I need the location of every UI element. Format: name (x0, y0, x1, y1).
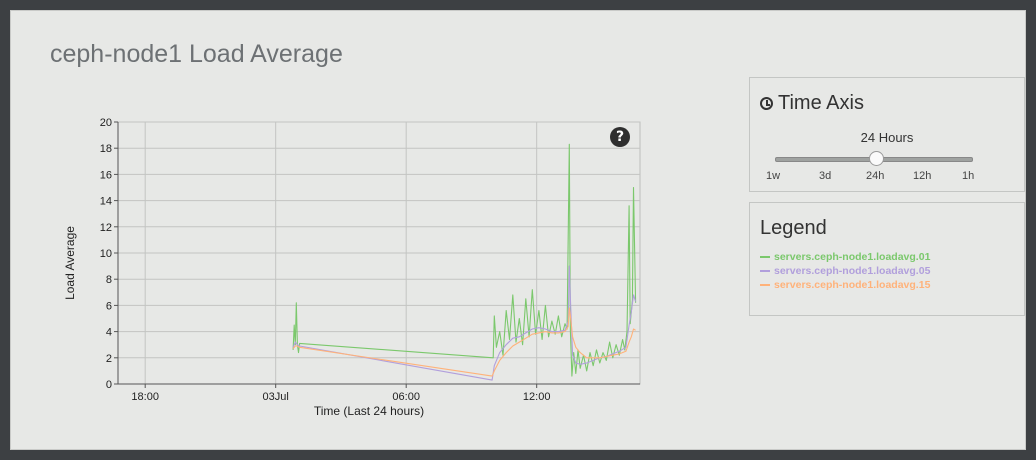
legend-label: servers.ceph-node1.loadavg.15 (774, 279, 931, 291)
y-tick-label: 20 (100, 117, 112, 129)
time-axis-title: Time Axis (760, 92, 864, 115)
legend-item[interactable]: servers.ceph-node1.loadavg.05 (760, 264, 930, 278)
legend-panel: Legend servers.ceph-node1.loadavg.01 serv… (749, 202, 1025, 316)
series-line (292, 143, 637, 377)
y-tick-label: 6 (106, 300, 112, 312)
load-average-chart: 0 2 4 6 8 10 12 14 16 18 20 18:00 03Jul 06:00 12:00 Tim… (63, 117, 641, 418)
x-tick-label: 03Jul (263, 391, 289, 403)
legend-label: servers.ceph-node1.loadavg.05 (774, 265, 931, 277)
time-range-slider-handle[interactable] (869, 151, 884, 166)
y-tick-label: 2 (106, 353, 112, 365)
legend-label: servers.ceph-node1.loadavg.01 (774, 251, 931, 263)
tick-12h[interactable]: 12h (913, 170, 932, 182)
page-title: ceph-node1 Load Average (50, 40, 343, 68)
y-tick-label: 0 (106, 379, 112, 391)
y-tick-label: 14 (100, 196, 112, 208)
legend-title: Legend (760, 217, 827, 239)
legend-list: servers.ceph-node1.loadavg.01 servers.cep… (760, 250, 930, 292)
legend-swatch (760, 256, 770, 258)
question-circle-icon[interactable]: ? (610, 127, 630, 147)
x-axis-label: Time (Last 24 hours) (314, 404, 424, 418)
tick-1h[interactable]: 1h (962, 170, 975, 182)
y-tick-label: 10 (100, 248, 112, 260)
tick-24h[interactable]: 24h (866, 170, 885, 182)
time-axis-panel: Time Axis 24 Hours 1w 3d 24h 12h 1h (749, 77, 1025, 192)
legend-swatch (760, 270, 770, 272)
selected-range-label: 24 Hours (860, 130, 914, 145)
tick-1w[interactable]: 1w (766, 170, 781, 182)
y-tick-label: 4 (106, 327, 112, 339)
y-tick-label: 8 (106, 274, 112, 286)
x-tick-label: 18:00 (131, 391, 159, 403)
legend-item[interactable]: servers.ceph-node1.loadavg.01 (760, 250, 930, 264)
time-axis-title-text: Time Axis (778, 92, 864, 114)
x-tick-label: 12:00 (523, 391, 551, 403)
series-line (292, 307, 636, 377)
y-tick-label: 16 (100, 169, 112, 181)
y-axis-label: Load Average (63, 226, 77, 300)
y-tick-label: 18 (100, 143, 112, 155)
y-tick-label: 12 (100, 222, 112, 234)
legend-item[interactable]: servers.ceph-node1.loadavg.15 (760, 278, 930, 292)
legend-swatch (760, 284, 770, 286)
x-tick-label: 06:00 (392, 391, 420, 403)
series-line (292, 265, 637, 381)
tick-3d[interactable]: 3d (819, 170, 832, 182)
clock-icon (760, 97, 773, 110)
